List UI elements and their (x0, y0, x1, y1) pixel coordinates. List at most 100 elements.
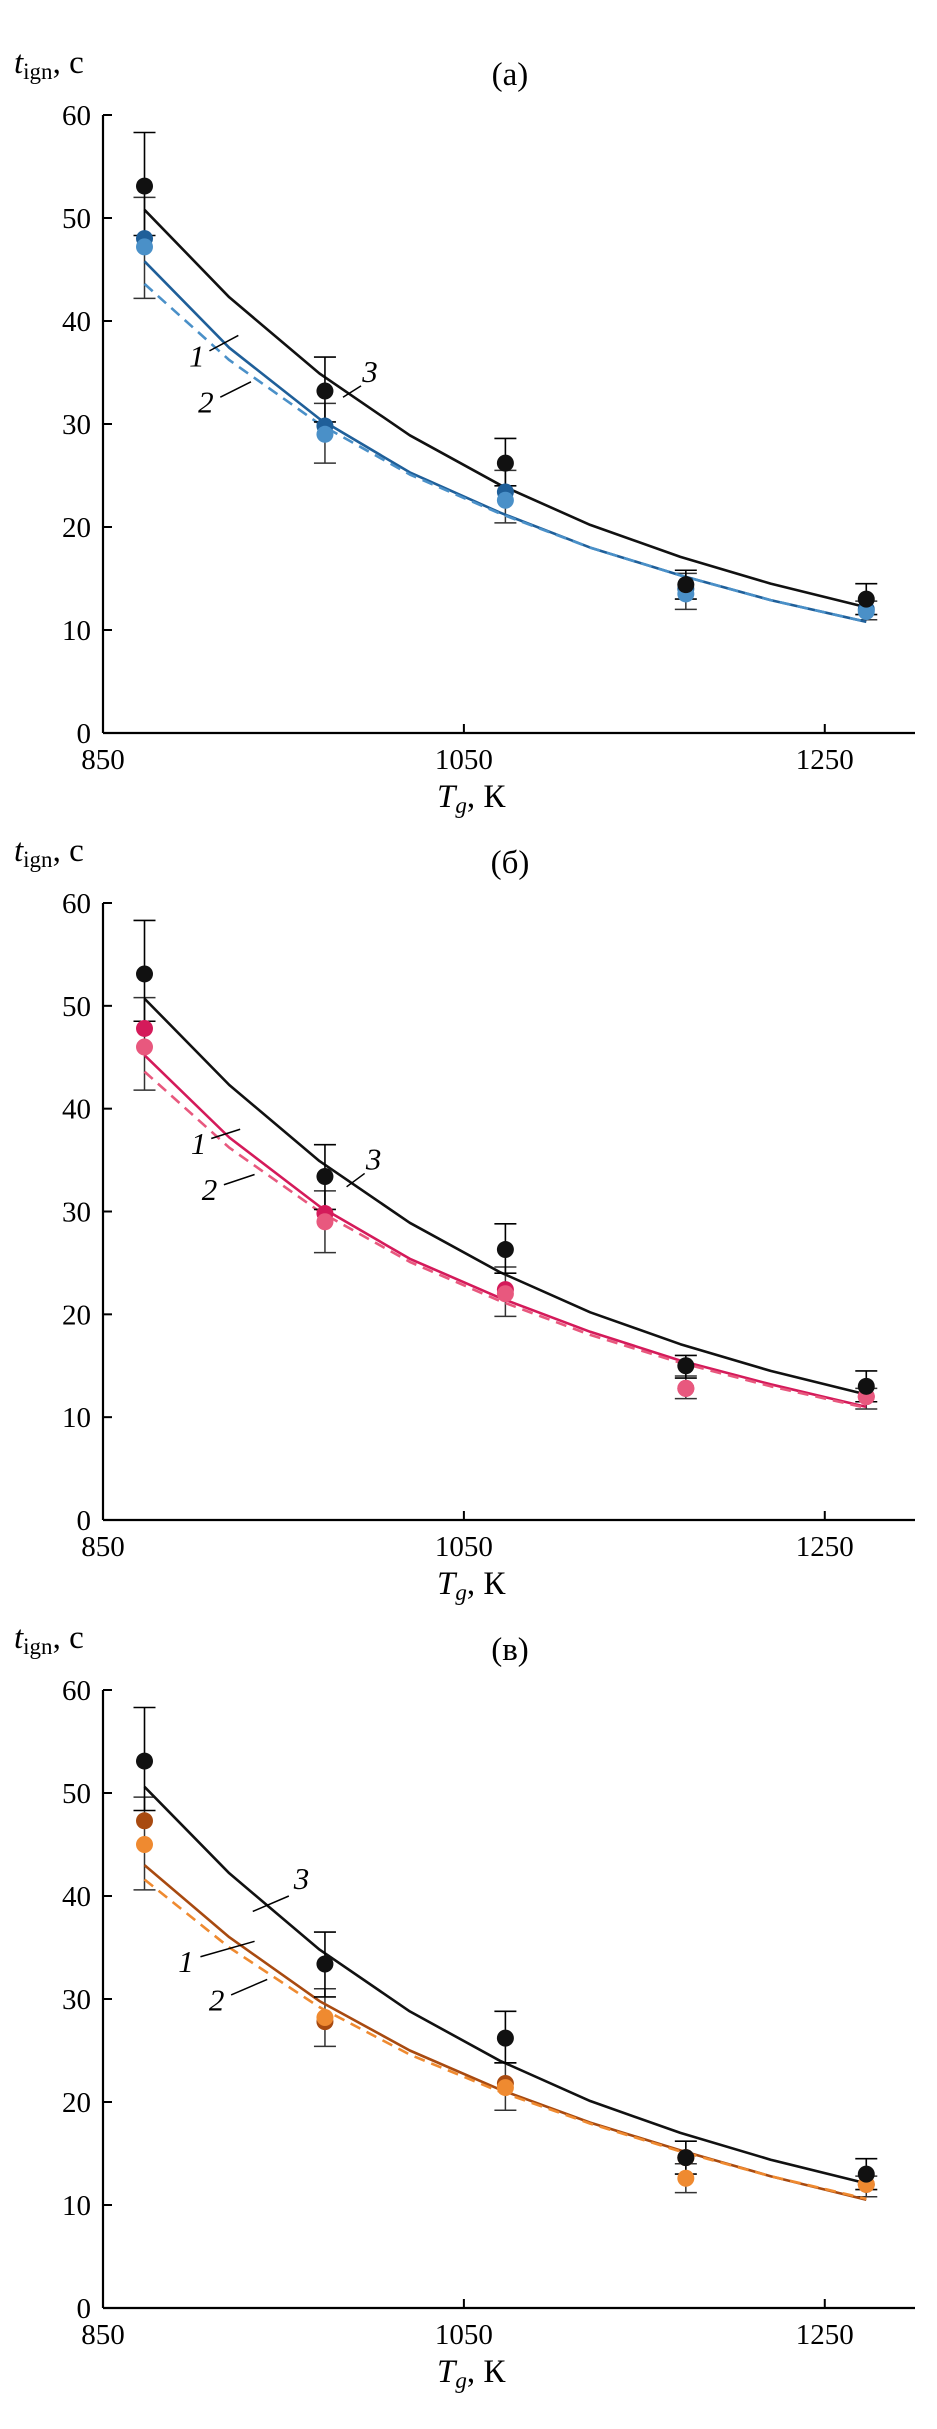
y-tick-label: 30 (62, 409, 91, 441)
x-axis-label-main: T (437, 779, 458, 815)
data-point (136, 1812, 154, 1830)
curve-label-leader (209, 334, 239, 352)
data-point (136, 1019, 154, 1037)
panel-title: (б) (491, 845, 530, 881)
data-point (316, 1213, 334, 1231)
data-point (857, 602, 875, 620)
curve-label: 2 (209, 1982, 225, 2017)
y-tick-label: 30 (62, 1984, 91, 2016)
x-tick-label: 850 (81, 2319, 125, 2351)
y-axis-label-unit: , с (53, 45, 84, 81)
data-point (857, 590, 875, 608)
y-tick-label: 60 (62, 1675, 91, 1707)
y-tick-label: 0 (77, 1505, 92, 1537)
curve-label: 3 (365, 1141, 382, 1176)
curve-label-leader (200, 1940, 255, 1958)
y-tick-label: 0 (77, 2293, 92, 2325)
curve-label-leader (252, 1895, 290, 1913)
y-axis-label-sub: ign (23, 59, 53, 84)
y-tick-label: 50 (62, 203, 91, 235)
x-tick-label: 1250 (796, 2319, 854, 2351)
y-tick-label: 20 (62, 1299, 91, 1331)
x-axis-label-sub: g (455, 2368, 467, 2393)
data-point (857, 2165, 875, 2183)
curve-label-leader (219, 381, 252, 398)
x-axis-label-unit: , К (467, 2354, 507, 2390)
y-tick-label: 40 (62, 1881, 91, 1913)
data-point (316, 1168, 334, 1186)
curve-label: 1 (189, 338, 205, 373)
y-tick-label: 30 (62, 1197, 91, 1229)
curve-1 (143, 260, 867, 624)
curve-label-leader (342, 385, 362, 398)
data-point (136, 1038, 154, 1056)
data-point (316, 382, 334, 400)
y-tick-label: 10 (62, 1402, 91, 1434)
data-point (136, 238, 154, 256)
y-tick-label: 0 (77, 718, 92, 750)
y-tick-label: 20 (62, 512, 91, 544)
x-axis-label: Tg, К (437, 2354, 506, 2393)
y-tick-label: 10 (62, 2190, 91, 2222)
x-axis-label-sub: g (455, 793, 467, 818)
x-tick-label: 1250 (796, 744, 854, 776)
data-point (496, 491, 514, 509)
curve-label-leader (346, 1172, 366, 1188)
curve-label-leader (230, 1978, 268, 1996)
curve-2 (143, 1070, 867, 1410)
x-tick-label: 850 (81, 1531, 125, 1563)
data-point (496, 2029, 514, 2047)
chart-panel-3: 0 10 20 30 40 50 60 850 1050 1250 tign, с Tg, К (в) 1… (14, 1620, 915, 2393)
y-axis-label: tign, с (14, 45, 84, 84)
y-tick-label: 10 (62, 615, 91, 647)
data-point (316, 425, 334, 443)
data-point (677, 2149, 695, 2167)
y-axis-label-main: t (14, 833, 24, 869)
data-point (136, 1836, 154, 1853)
data-point (496, 2079, 514, 2097)
curve-label-leader (211, 1128, 241, 1140)
x-tick-label: 1050 (435, 2319, 493, 2351)
y-tick-label: 50 (62, 1778, 91, 1810)
x-axis-label-sub: g (455, 1580, 467, 1605)
curve-3 (143, 1785, 867, 2185)
y-axis-label-sub: ign (23, 1634, 53, 1659)
curve-label: 1 (191, 1126, 207, 1161)
curve-label: 3 (361, 354, 378, 389)
chart-panel-1: 0 10 20 30 40 50 60 850 1050 1250 tign, с Tg, К (а) 1… (14, 45, 915, 818)
y-tick-label: 60 (62, 100, 91, 132)
y-axis-label-main: t (14, 1620, 24, 1656)
x-axis-label-unit: , К (467, 779, 507, 815)
chart-panel-2: 0 10 20 30 40 50 60 850 1050 1250 tign, с Tg, К (б) 1… (14, 833, 915, 1605)
y-tick-label: 50 (62, 991, 91, 1023)
curve-2 (143, 282, 867, 624)
data-point (316, 2009, 334, 2027)
data-point (677, 576, 695, 594)
data-point (136, 177, 154, 195)
data-point (677, 1357, 695, 1375)
curve-3 (143, 997, 867, 1396)
x-tick-label: 1050 (435, 1531, 493, 1563)
data-point (496, 1285, 514, 1303)
data-point (136, 1752, 154, 1770)
curve-label: 2 (198, 385, 214, 420)
y-axis-label-sub: ign (23, 847, 53, 872)
y-axis-label: tign, с (14, 833, 84, 872)
x-axis-label: Tg, К (437, 779, 506, 818)
x-axis-label-unit: , К (467, 1566, 507, 1602)
y-axis-label: tign, с (14, 1620, 84, 1659)
panel-title: (в) (491, 1632, 529, 1668)
curve-label-leader (223, 1173, 255, 1186)
x-axis-label-main: T (437, 1566, 458, 1602)
curve-label: 2 (202, 1172, 218, 1207)
data-point (677, 2169, 695, 2187)
data-point (496, 454, 514, 472)
x-axis-label: Tg, К (437, 1566, 506, 1605)
x-tick-label: 1250 (796, 1531, 854, 1563)
y-tick-label: 60 (62, 888, 91, 920)
x-axis-label-main: T (437, 2354, 458, 2390)
y-axis-label-unit: , с (53, 833, 84, 869)
y-axis-label-unit: , с (53, 1620, 84, 1656)
data-point (857, 1377, 875, 1395)
